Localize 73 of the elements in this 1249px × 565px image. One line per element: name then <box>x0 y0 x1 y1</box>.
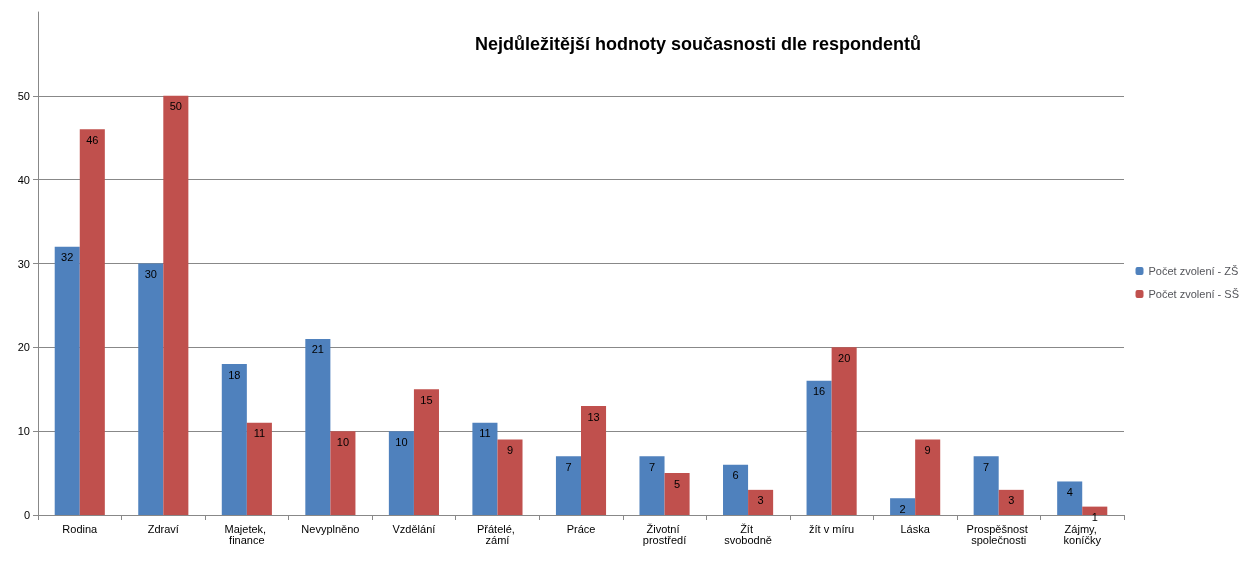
data-label: 3 <box>1008 494 1015 507</box>
bar <box>1057 481 1083 515</box>
data-label: 20 <box>838 351 851 364</box>
y-tick-label: 30 <box>17 257 30 270</box>
bar <box>723 464 749 515</box>
data-label: 16 <box>812 385 826 398</box>
data-label: 15 <box>420 393 433 406</box>
bar <box>1082 506 1108 515</box>
x-tick-label: Zájmy, koníčky <box>1063 522 1102 546</box>
x-tick-label: žít v míru <box>809 522 855 535</box>
data-label: 21 <box>311 343 324 356</box>
bar <box>890 498 916 515</box>
bar <box>54 246 80 515</box>
data-label: 11 <box>253 427 266 440</box>
bar <box>555 456 581 515</box>
bar <box>831 347 857 515</box>
x-tick-label: Zdraví <box>147 522 179 535</box>
x-tick-label: Nevyplněno <box>301 522 360 535</box>
x-tick-label: Prospěšnost společnosti <box>966 522 1031 546</box>
bar <box>221 364 247 515</box>
data-label: 2 <box>899 502 906 515</box>
bar <box>413 389 439 515</box>
x-tick-label: Práce <box>566 522 596 535</box>
data-label: 10 <box>395 435 408 448</box>
data-label: 3 <box>757 494 764 507</box>
data-label: 7 <box>648 460 656 473</box>
bar <box>138 263 164 515</box>
data-label: 9 <box>924 444 931 457</box>
bar <box>246 422 272 515</box>
data-label: 9 <box>506 444 514 457</box>
y-tick-label: 20 <box>17 341 30 354</box>
bar <box>79 129 105 515</box>
data-label: 50 <box>169 100 182 113</box>
x-tick-label: Žít svobodně <box>724 522 772 546</box>
x-tick-label: Rodina <box>62 522 99 535</box>
text: Nejdůležitější hodnoty současnosti dle respondentů <box>475 34 922 54</box>
data-label: 30 <box>144 268 157 280</box>
x-tick-label: Přátelé, zámí <box>476 522 518 546</box>
bar <box>581 406 607 515</box>
bar <box>639 456 665 515</box>
data-label: 18 <box>228 368 241 381</box>
data-label: 11 <box>479 427 491 440</box>
data-label: 7 <box>983 460 990 473</box>
bar <box>305 338 331 515</box>
bar <box>915 439 941 515</box>
data-label: 10 <box>336 435 350 448</box>
x-tick-label: Majetek, finance <box>224 522 270 546</box>
bar <box>330 431 356 515</box>
bar <box>472 422 498 515</box>
x-tick-label: Životní prostředí <box>642 522 687 546</box>
legend-label: Počet zvolení - ZŠ <box>1148 265 1239 277</box>
bar <box>163 95 189 515</box>
data-label: 5 <box>674 477 681 490</box>
bar <box>748 489 774 515</box>
bar <box>998 489 1024 515</box>
bar <box>388 431 414 515</box>
data-label: 32 <box>61 251 74 264</box>
y-tick-label: 40 <box>17 173 30 186</box>
bar <box>497 439 523 515</box>
y-tick-label: 0 <box>23 509 30 521</box>
x-tick-label: Láska <box>900 522 931 535</box>
legend-label: Počet zvolení - SŠ <box>1148 288 1240 300</box>
data-label: 46 <box>86 133 99 146</box>
bar <box>806 380 832 515</box>
data-label: 7 <box>565 460 572 473</box>
data-label: 4 <box>1066 485 1073 498</box>
x-tick-label: Vzdělání <box>392 522 436 535</box>
data-label: 13 <box>587 410 600 423</box>
bar <box>664 473 690 515</box>
bar <box>973 456 999 515</box>
y-tick-label: 10 <box>17 425 30 438</box>
data-label: 6 <box>732 469 739 482</box>
y-tick-label: 50 <box>17 89 30 102</box>
